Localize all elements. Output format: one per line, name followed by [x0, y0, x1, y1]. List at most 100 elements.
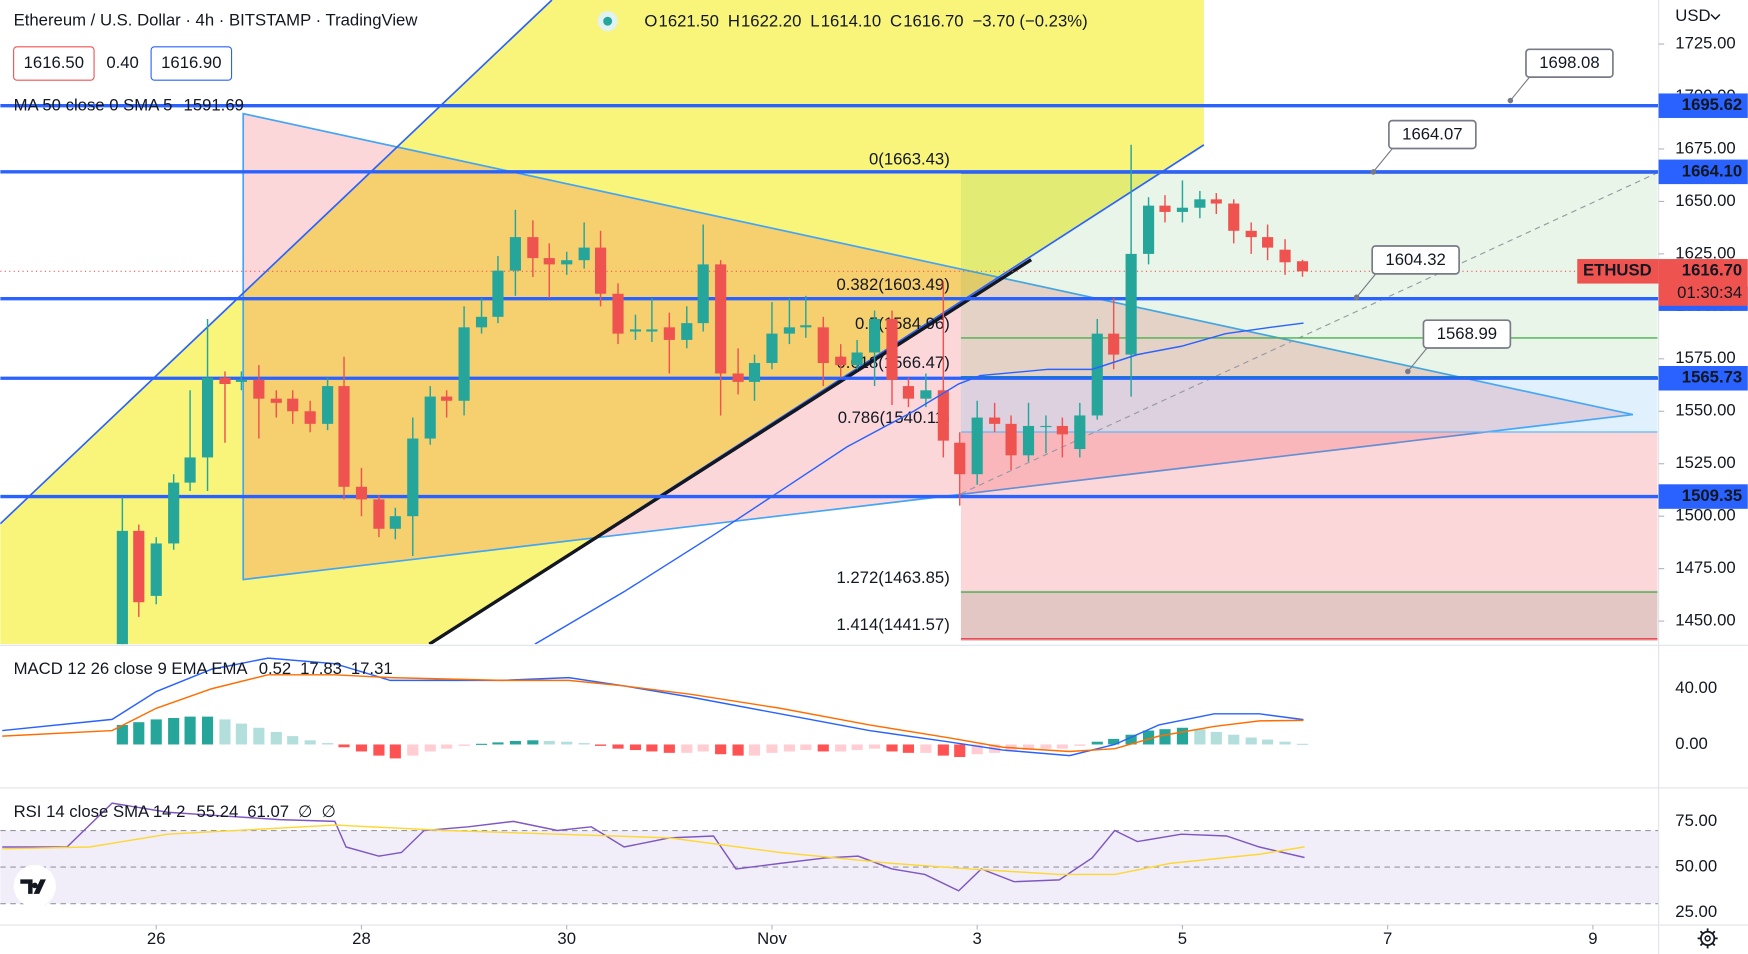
- candle-body: [407, 438, 419, 517]
- macd-histogram-bar: [509, 740, 521, 745]
- macd-histogram-bar: [1125, 734, 1137, 745]
- candle-body: [475, 316, 488, 328]
- macd-histogram-bar: [1279, 741, 1291, 745]
- callout-pointer: [1509, 75, 1531, 101]
- x-tick-label: 7: [1383, 929, 1392, 948]
- macd-histogram-bar: [954, 744, 966, 758]
- candle-body: [1091, 333, 1103, 416]
- macd-histogram-bar: [424, 744, 436, 752]
- macd-histogram-bar: [595, 744, 607, 746]
- candle-body: [595, 247, 607, 294]
- x-tick-label: 5: [1178, 929, 1187, 948]
- macd-histogram-bar: [219, 719, 231, 745]
- candle-body: [697, 264, 709, 324]
- level-tag-label: 1565.73: [1682, 368, 1742, 387]
- ma-legend: MA 50 close 0 SMA 5: [14, 95, 173, 114]
- callout-label: 1698.08: [1539, 53, 1599, 72]
- macd-histogram-bar: [1159, 729, 1171, 745]
- drawings: [0, 0, 1658, 645]
- level-tag-label: 1664.10: [1682, 161, 1742, 180]
- macd-histogram-bar: [373, 744, 385, 756]
- macd-value: 17.83: [300, 659, 342, 678]
- projection-line: [960, 172, 1658, 495]
- macd-histogram-bar: [715, 744, 727, 755]
- extension-zone: [960, 590, 1658, 641]
- macd-histogram-bar: [817, 744, 829, 752]
- candle-body: [527, 237, 539, 259]
- logo-mark: [20, 879, 46, 894]
- price-change: −3.70 (−0.23%): [973, 12, 1088, 31]
- candle-body: [1125, 253, 1137, 355]
- candle-body: [937, 390, 949, 441]
- candle-body: [441, 396, 453, 401]
- candle-body: [971, 417, 983, 475]
- candle-body: [184, 457, 196, 483]
- macd-line: [2, 674, 1304, 753]
- y-tick-label: 1650.00: [1675, 191, 1735, 210]
- macd-histogram-bar: [1074, 744, 1086, 746]
- candle-body: [458, 327, 470, 401]
- ohlc-key: H: [728, 12, 740, 31]
- macd-histogram-bar: [646, 744, 658, 752]
- candle-body: [168, 482, 180, 544]
- candle-body: [1040, 425, 1052, 428]
- ohlc-key: C: [890, 12, 902, 31]
- candle-body: [424, 396, 436, 439]
- candle-body: [219, 377, 231, 384]
- rsi-tick-label: 25.00: [1675, 902, 1717, 921]
- candle-body: [1056, 425, 1068, 435]
- rsi-flag: ∅: [298, 802, 313, 821]
- currency-caret[interactable]: [1710, 13, 1721, 20]
- ohlc-value: 1616.70: [903, 12, 963, 31]
- macd-histogram-bar: [201, 716, 214, 745]
- callout-label: 1568.99: [1437, 324, 1497, 343]
- x-tick-label: 28: [352, 929, 371, 948]
- candle-body: [1228, 203, 1240, 231]
- candle-body: [800, 325, 812, 328]
- channel-upper: [0, 0, 553, 525]
- y-tick-label: 1475.00: [1675, 558, 1735, 577]
- candle-body: [389, 516, 401, 529]
- macd-tick-label: 40.00: [1675, 678, 1717, 697]
- ask-price-box: [150, 46, 233, 81]
- macd-histogram-bar: [697, 744, 709, 752]
- macd-line: [2, 657, 1304, 757]
- x-tick-label: Nov: [757, 929, 787, 948]
- fib-label: 0.786(1540.11): [838, 408, 950, 427]
- macd-histogram-bar: [270, 731, 282, 745]
- macd-histogram-bar: [1056, 744, 1068, 749]
- candle-body: [1159, 205, 1171, 212]
- candle-body: [492, 270, 504, 317]
- macd-histogram-bar: [322, 743, 334, 745]
- rsi-line: [2, 802, 1305, 892]
- settings-gear[interactable]: [1697, 928, 1718, 949]
- callout-box: [1388, 119, 1477, 150]
- candle-body: [578, 247, 590, 261]
- y-tick-label: 1525.00: [1675, 453, 1735, 472]
- x-tick-label: 30: [557, 929, 576, 948]
- callout-box: [1422, 319, 1512, 349]
- macd-histogram-bar: [116, 724, 128, 745]
- currency[interactable]: USD: [1675, 6, 1710, 25]
- ohlc-value: 1614.10: [821, 12, 881, 31]
- candle-body: [253, 379, 265, 399]
- macd-histogram-bar: [578, 743, 590, 745]
- candle-body: [715, 264, 727, 374]
- macd-legend: MACD 12 26 close 9 EMA EMA: [14, 659, 249, 678]
- gear-teeth: [1697, 928, 1718, 949]
- loss-zone: [960, 432, 1658, 591]
- candle-body: [304, 411, 316, 424]
- macd-histogram-bar: [920, 744, 932, 753]
- fib-label: 0(1663.43): [869, 149, 950, 168]
- macd-histogram-bar: [612, 744, 624, 749]
- macd-histogram-bar: [869, 744, 881, 749]
- rsi-tick-label: 75.00: [1675, 811, 1717, 830]
- macd-histogram-bar: [732, 744, 744, 756]
- candle-body: [663, 327, 675, 340]
- tradingview-logo[interactable]: [13, 864, 56, 908]
- macd-histogram-bar: [475, 743, 488, 745]
- macd-histogram-bar: [1210, 731, 1222, 745]
- candle-body: [1022, 425, 1035, 456]
- level-tag: [1658, 93, 1748, 118]
- x-tick-label: 9: [1588, 929, 1597, 948]
